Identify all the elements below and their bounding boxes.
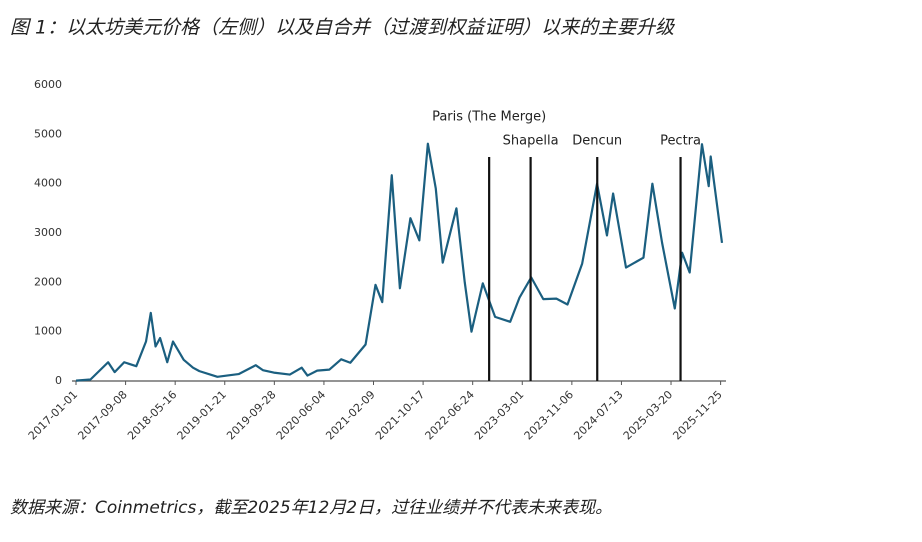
x-tick-label: 2021-10-17 (373, 388, 427, 442)
x-tick-label: 2023-11-06 (522, 388, 576, 442)
x-tick-label: 2022-06-24 (423, 388, 477, 442)
x-tick-label: 2018-05-16 (125, 388, 179, 442)
x-tick-label: 2021-02-09 (323, 388, 377, 442)
upgrade-label: Shapella (503, 134, 559, 149)
y-tick-label: 2000 (34, 275, 62, 288)
x-tick-label: 2017-09-08 (75, 388, 129, 442)
x-tick-label: 2025-11-25 (670, 388, 724, 442)
y-tick-label: 3000 (34, 226, 62, 239)
chart-title: 图 1：以太坊美元价格（左侧）以及自合并（过渡到权益证明）以来的主要升级 (10, 17, 675, 39)
y-tick-label: 1000 (34, 325, 62, 338)
x-tick-label: 2023-03-01 (472, 388, 526, 442)
upgrade-label: Pectra (660, 134, 701, 149)
upgrade-label: Dencun (572, 134, 622, 149)
source-note: 数据来源：Coinmetrics，截至2025年12月2日，过往业绩并不代表未来… (10, 498, 612, 518)
upgrade-label: Paris (The Merge) (432, 110, 546, 125)
x-tick-label: 2024-07-13 (571, 388, 625, 442)
y-tick-label: 6000 (34, 78, 62, 91)
x-tick-label: 2025-03-20 (621, 388, 675, 442)
y-tick-label: 0 (55, 374, 62, 387)
x-tick-label: 2017-01-01 (26, 388, 80, 442)
x-tick-label: 2020-06-04 (274, 388, 328, 442)
price-line (75, 142, 724, 382)
y-tick-label: 4000 (34, 177, 62, 190)
y-tick-label: 5000 (34, 127, 62, 140)
x-tick-label: 2019-01-21 (175, 388, 229, 442)
x-tick-label: 2019-09-28 (224, 388, 278, 442)
